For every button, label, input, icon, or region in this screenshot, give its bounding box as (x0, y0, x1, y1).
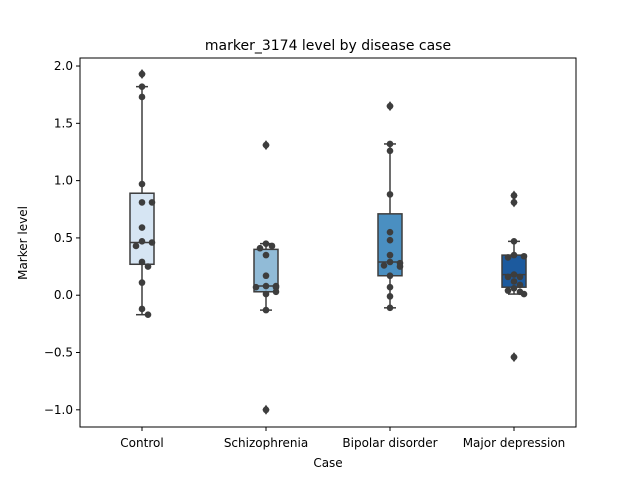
data-point (510, 251, 518, 259)
data-point (386, 102, 394, 110)
x-tick-label: Schizophrenia (224, 436, 308, 450)
x-axis-label: Case (313, 456, 342, 470)
data-point (510, 192, 518, 199)
data-point (380, 262, 388, 269)
data-point (272, 288, 280, 296)
data-point (262, 240, 270, 247)
data-point (386, 283, 394, 291)
data-point (262, 406, 270, 414)
data-point (138, 93, 146, 101)
data-point (138, 279, 146, 286)
y-tick-label: 0.5 (54, 231, 73, 245)
data-point (386, 304, 394, 312)
y-tick-label: 2.0 (54, 59, 73, 73)
data-point (138, 258, 146, 266)
data-point (144, 263, 152, 270)
data-point (510, 353, 518, 361)
y-tick-label: 0.0 (54, 288, 73, 302)
data-point (262, 306, 270, 314)
data-point (386, 251, 394, 259)
data-point (510, 278, 518, 285)
data-point (262, 272, 270, 280)
data-point (138, 199, 146, 206)
data-point (148, 239, 156, 246)
data-point (520, 252, 528, 260)
data-point (510, 285, 518, 292)
data-point (138, 305, 146, 313)
y-axis-label: Marker level (16, 206, 30, 280)
data-point (138, 70, 146, 78)
chart-title: marker_3174 level by disease case (205, 38, 451, 54)
data-point (396, 263, 404, 270)
x-tick-label: Bipolar disorder (342, 436, 437, 450)
y-tick-label: 1.0 (54, 174, 73, 188)
x-tick-label: Control (120, 436, 163, 450)
data-point (516, 273, 524, 281)
data-point (148, 199, 156, 206)
data-point (132, 242, 140, 250)
data-point (138, 238, 146, 245)
data-point (262, 141, 270, 149)
data-point (516, 281, 524, 289)
data-point (138, 180, 146, 188)
data-point (386, 272, 394, 280)
data-point (386, 258, 394, 266)
y-tick-label: −1.0 (44, 403, 73, 417)
data-point (262, 290, 270, 298)
data-point (520, 290, 528, 298)
data-point (386, 191, 394, 198)
data-point (504, 273, 512, 281)
data-point (386, 228, 394, 236)
data-point (386, 236, 394, 244)
data-point (510, 199, 518, 206)
data-point (138, 224, 146, 231)
y-tick-label: −0.5 (44, 346, 73, 360)
data-point (510, 238, 518, 245)
data-point (268, 242, 276, 250)
data-point (386, 140, 394, 148)
plot-area (129, 69, 528, 415)
data-point (272, 283, 280, 291)
data-point (510, 271, 518, 278)
data-point (144, 311, 152, 318)
data-point (504, 254, 512, 261)
data-point (138, 83, 146, 90)
plot-frame (79, 57, 577, 428)
data-point (252, 283, 260, 291)
data-point (262, 251, 270, 259)
y-tick-label: 1.5 (54, 116, 73, 130)
data-point (386, 293, 394, 300)
data-point (504, 287, 512, 294)
data-point (256, 244, 264, 252)
data-point (262, 282, 270, 290)
box-group (129, 69, 155, 316)
data-point (386, 147, 394, 155)
x-tick-label: Major depression (463, 436, 566, 450)
